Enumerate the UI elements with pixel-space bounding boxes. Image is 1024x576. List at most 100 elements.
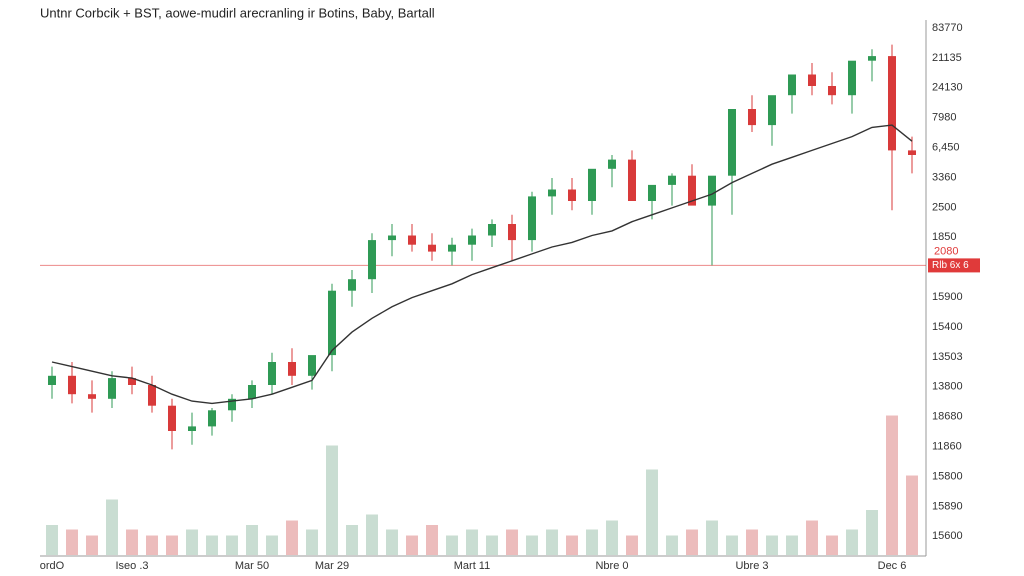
- volume-bar: [566, 535, 578, 555]
- candle-body: [148, 385, 156, 406]
- volume-bar: [146, 535, 158, 555]
- axis-label: 13503: [932, 351, 963, 363]
- price-tag: [928, 258, 980, 273]
- candle-body: [288, 362, 296, 376]
- axis-label: 7980: [932, 112, 956, 124]
- axis-label: 83770: [932, 22, 963, 34]
- volume-bar: [546, 529, 558, 555]
- candle-body: [448, 244, 456, 252]
- candle-body: [668, 175, 676, 185]
- candle-body: [628, 159, 636, 201]
- volume-bar: [366, 514, 378, 555]
- candle-body: [848, 60, 856, 96]
- chart-title: Untnr Corbcik + BST, aowe-mudirl arecran…: [40, 5, 435, 20]
- axis-label: 6,450: [932, 142, 960, 154]
- candle-body: [888, 56, 896, 151]
- axis-label: 2500: [932, 201, 956, 213]
- axis-label: 1850: [932, 231, 956, 243]
- volume-bar: [586, 529, 598, 555]
- candle-body: [688, 175, 696, 206]
- candle-body: [508, 224, 516, 241]
- volume-bar: [66, 529, 78, 555]
- x-tick-label: ordO: [40, 560, 65, 572]
- axis-label: 11860: [932, 441, 962, 453]
- x-tick-label: Iseo .3: [115, 560, 148, 572]
- candle-body: [328, 290, 336, 356]
- candle-body: [808, 74, 816, 86]
- candle-body: [608, 159, 616, 169]
- volume-bar: [846, 529, 858, 555]
- volume-bar: [126, 529, 138, 555]
- axis-label: 18680: [932, 411, 963, 423]
- candle-body: [648, 184, 656, 201]
- volume-bar: [686, 529, 698, 555]
- candle-body: [428, 244, 436, 252]
- candle-body: [828, 86, 836, 96]
- candle-body: [588, 168, 596, 201]
- candle-body: [308, 355, 316, 376]
- volume-bar: [526, 535, 538, 555]
- candle-body: [748, 109, 756, 126]
- candle-body: [208, 410, 216, 427]
- candle-body: [108, 378, 116, 399]
- axis-label: 15600: [932, 530, 963, 542]
- candle-body: [348, 279, 356, 291]
- axis-label: 24130: [932, 82, 963, 94]
- volume-bar: [166, 535, 178, 555]
- candle-body: [268, 362, 276, 385]
- volume-bar: [486, 535, 498, 555]
- volume-bar: [246, 525, 258, 555]
- price-level-label: 2080: [934, 245, 958, 257]
- candle-body: [908, 150, 916, 155]
- candle-body: [408, 235, 416, 245]
- volume-bar: [386, 529, 398, 555]
- volume-bar: [906, 475, 918, 555]
- volume-bar: [726, 535, 738, 555]
- axis-label: 15890: [932, 500, 963, 512]
- candle-body: [548, 189, 556, 197]
- candle-body: [168, 405, 176, 431]
- volume-bar: [666, 535, 678, 555]
- x-tick-label: Mart 11: [454, 560, 490, 572]
- candle-body: [228, 398, 236, 411]
- candle-body: [568, 189, 576, 201]
- moving-average: [51, 124, 913, 405]
- volume-bar: [426, 525, 438, 555]
- axis-label: 15400: [932, 321, 963, 333]
- volume-bar: [306, 529, 318, 555]
- volume-bar: [86, 535, 98, 555]
- volume-bar: [406, 535, 418, 555]
- volume-bar: [866, 510, 878, 555]
- candle-body: [48, 375, 56, 385]
- candle-body: [248, 385, 256, 399]
- volume-bar: [626, 535, 638, 555]
- volume-bar: [826, 535, 838, 555]
- x-tick-label: Mar 50: [235, 560, 269, 572]
- price-tag-label: Rlb 6x 6: [932, 260, 969, 271]
- volume-bar: [646, 469, 658, 555]
- axis-label: 15800: [932, 470, 963, 482]
- volume-bar: [206, 535, 218, 555]
- candle-body: [468, 235, 476, 245]
- volume-bar: [266, 535, 278, 555]
- candle-body: [388, 235, 396, 241]
- volume-bar: [466, 529, 478, 555]
- volume-bar: [226, 535, 238, 555]
- candle-body: [488, 224, 496, 236]
- x-tick-label: Dec 6: [878, 560, 907, 572]
- candle-body: [88, 394, 96, 399]
- x-tick-label: Mar 29: [315, 560, 349, 572]
- x-tick-label: Nbre 0: [595, 560, 628, 572]
- volume-bar: [106, 499, 118, 555]
- volume-bar: [326, 445, 338, 555]
- candle-body: [728, 109, 736, 176]
- candle-body: [188, 426, 196, 431]
- candle-body: [368, 240, 376, 280]
- volume-bar: [346, 525, 358, 555]
- candle-body: [788, 74, 796, 96]
- candle-body: [868, 56, 876, 61]
- candle-body: [128, 378, 136, 385]
- x-tick-label: Ubre 3: [735, 560, 768, 572]
- candle-body: [528, 196, 536, 241]
- volume-bar: [506, 529, 518, 555]
